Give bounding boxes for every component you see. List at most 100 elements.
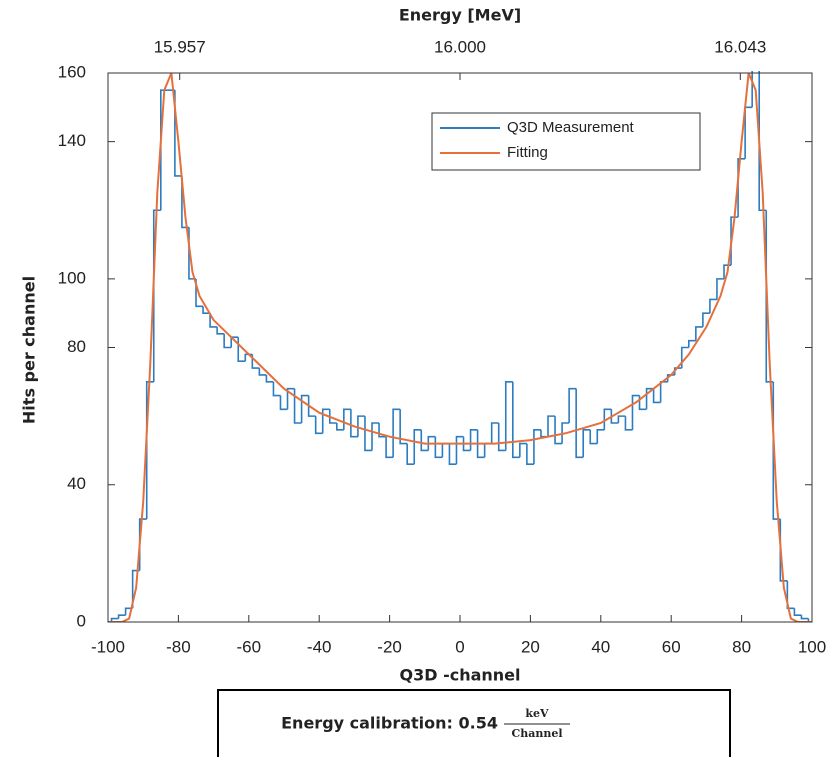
measurement-step <box>336 422 344 431</box>
y-tick-label: 140 <box>58 131 86 150</box>
measurement-step <box>110 617 119 622</box>
x2-tick-label: 15.957 <box>154 37 206 56</box>
measurement-step <box>568 387 577 423</box>
measurement-step <box>378 422 387 438</box>
measurement-step <box>117 614 126 619</box>
measurement-step <box>286 387 295 410</box>
x2-tick-label: 16.043 <box>714 37 766 56</box>
measurement-step <box>490 422 499 444</box>
x-axis-label: Q3D -channel <box>399 666 520 685</box>
fit-line <box>108 72 812 622</box>
measurement-step <box>800 615 809 620</box>
measurement-step <box>420 429 429 452</box>
measurement-step <box>645 387 654 410</box>
measurement-step <box>582 429 591 458</box>
measurement-step <box>504 381 513 451</box>
annotation-numerator: keV <box>525 707 549 720</box>
measurement-step <box>462 436 471 452</box>
measurement-step <box>695 326 703 341</box>
measurement-step <box>603 408 612 430</box>
measurement-step <box>617 415 626 423</box>
measurement-step <box>519 442 527 458</box>
measurement-step <box>673 367 682 375</box>
y-tick-label: 80 <box>67 337 86 356</box>
measurement-step <box>385 436 394 459</box>
x-tick-label: 60 <box>662 637 681 656</box>
measurement-step <box>174 90 182 177</box>
measurement-step <box>357 415 365 437</box>
x-tick-label: -40 <box>307 637 332 656</box>
measurement-step <box>145 381 154 520</box>
measurement-step <box>392 408 401 458</box>
measurement-step <box>314 416 323 435</box>
annotation-text: Energy calibration: 0.54 <box>281 714 498 733</box>
x-tick-label: 40 <box>591 637 610 656</box>
measurement-step <box>328 409 337 424</box>
measurement-step <box>554 416 563 445</box>
measurement-step <box>737 157 746 218</box>
measurement-step <box>589 429 598 445</box>
plot-frame <box>107 72 813 623</box>
measurement-step <box>258 368 267 376</box>
y-tick-label: 40 <box>67 474 86 493</box>
x-tick-label: 0 <box>455 637 464 656</box>
measurement-step <box>371 422 380 451</box>
measurement-step <box>610 409 619 424</box>
measurement-step <box>793 608 802 616</box>
annotation-denominator: Channel <box>511 727 562 740</box>
measurement-step <box>716 278 724 300</box>
measurement-step <box>427 435 436 451</box>
measurement-step <box>624 416 633 431</box>
x-tick-label: -100 <box>91 637 125 656</box>
measurement-step <box>497 422 506 452</box>
measurement-step <box>279 395 288 411</box>
measurement-step <box>202 306 211 314</box>
legend-label: Fitting <box>507 144 548 161</box>
measurement-step <box>272 381 281 397</box>
measurement-step <box>631 394 640 430</box>
measurement-step <box>652 388 661 404</box>
annotation-box <box>217 689 731 757</box>
measurement-step <box>511 381 520 459</box>
measurement-step <box>307 395 316 417</box>
x-tick-label: -80 <box>166 637 191 656</box>
measurement-step <box>688 339 696 348</box>
legend-label: Q3D Measurement <box>507 119 635 136</box>
measurement-step <box>751 71 753 108</box>
x2-tick-label: 16.000 <box>434 37 486 56</box>
y-axis-label: Hits per channel <box>20 276 39 424</box>
x-tick-label: -60 <box>237 637 262 656</box>
measurement-step <box>124 607 133 616</box>
y-tick-label: 100 <box>58 268 86 287</box>
measurement-step <box>659 381 668 403</box>
y-tick-label: 0 <box>77 611 86 630</box>
measurement-step <box>350 409 358 438</box>
x-tick-label: 100 <box>798 637 826 656</box>
measurement-step <box>709 298 717 314</box>
measurement-step <box>526 443 534 465</box>
measurement-step <box>413 429 422 465</box>
y-tick-label: 160 <box>58 62 86 81</box>
measurement-step <box>455 435 464 465</box>
x2-axis-label: Energy [MeV] <box>399 6 521 25</box>
measurement-step <box>216 326 225 335</box>
measurement-step <box>209 313 218 328</box>
measurement-step <box>321 408 330 434</box>
measurement-step <box>406 443 415 465</box>
measurement-step <box>596 429 605 444</box>
measurement-step <box>575 388 584 459</box>
x-tick-label: 20 <box>521 637 540 656</box>
measurement-step <box>195 278 204 308</box>
measurement-step <box>533 429 541 465</box>
measurement-step <box>364 416 372 452</box>
measurement-step <box>152 209 161 382</box>
measurement-step <box>547 415 556 437</box>
legend-box <box>431 112 701 171</box>
measurement-step <box>561 422 570 444</box>
measurement-step <box>807 618 812 622</box>
x-tick-label: 80 <box>732 637 751 656</box>
x-tick-label: -20 <box>377 637 402 656</box>
measurement-step <box>399 409 408 445</box>
